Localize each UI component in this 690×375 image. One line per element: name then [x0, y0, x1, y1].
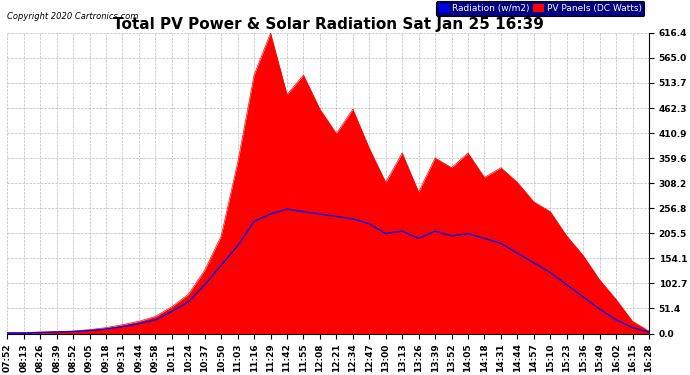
Text: Copyright 2020 Cartronics.com: Copyright 2020 Cartronics.com — [8, 12, 139, 21]
Title: Total PV Power & Solar Radiation Sat Jan 25 16:39: Total PV Power & Solar Radiation Sat Jan… — [112, 17, 544, 32]
Legend: Radiation (w/m2), PV Panels (DC Watts): Radiation (w/m2), PV Panels (DC Watts) — [436, 2, 644, 16]
